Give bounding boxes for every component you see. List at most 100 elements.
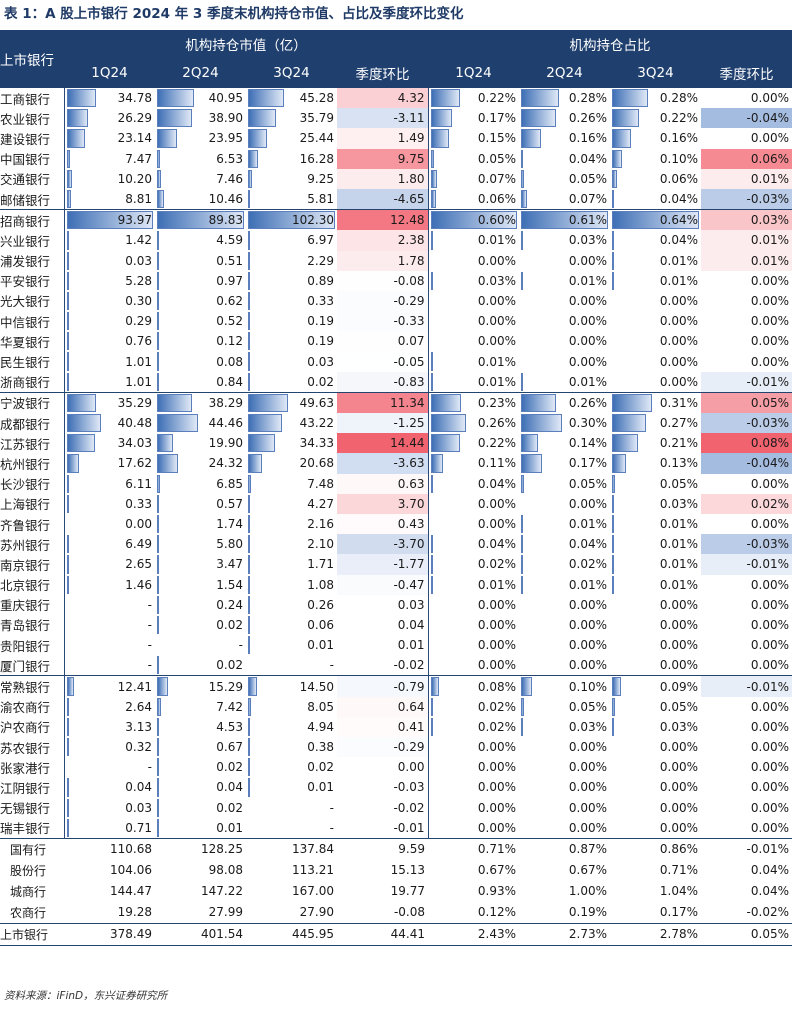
data-bar [66,169,73,188]
table-row: 工商银行 34.78 40.95 45.28 4.32 0.22% 0.28% 0.28% 0.… [0,88,792,109]
value-cell: 0.01 [155,818,246,839]
cell-value: 1.74 [216,517,243,532]
change-cell: -0.03% [701,188,792,210]
value-cell: - [63,635,155,656]
value-cell: 0.00% [427,493,519,514]
data-bar [612,231,614,250]
cell-value: 0.19 [307,334,334,349]
change-cell: 12.48 [337,209,428,231]
change-cell: 0.00% [701,473,792,494]
change-cell: 1.49 [337,128,428,149]
value-cell: 0.33 [63,493,155,514]
value-cell: 0.06 [246,615,337,635]
cell-value: - [329,658,334,673]
data-bar [157,89,195,108]
cell-value: 0.00% [659,760,698,775]
value-cell: 0.00% [610,595,701,615]
cell-value: 2.65 [125,557,152,572]
bank-name: 沪农商行 [0,720,51,736]
value-cell: 0.24 [155,595,246,615]
value-cell: 0.01% [610,575,701,595]
cell-value: 0.00% [477,517,516,532]
cell-value: -0.79 [393,679,425,694]
summary-value: 0.87% [519,837,610,860]
cell-value: 0.10% [568,679,607,694]
value-cell: 0.01% [610,514,701,534]
bank-name: 工商银行 [0,91,51,107]
value-cell: 0.00% [427,757,519,778]
value-cell: 45.28 [246,88,337,108]
value-cell: 0.02% [519,554,610,574]
cell-value: 0.16% [568,131,607,146]
cell-value: 0.01% [568,273,607,288]
cell-value: -0.33 [393,314,425,329]
cell-value: 0.00 [397,760,425,775]
cell-value: 0.00% [568,314,607,329]
cell-value: 0.00% [477,760,516,775]
summary-value: 0.71% [428,837,519,860]
value-cell: 6.11 [63,473,155,494]
value-cell: 0.01% [519,514,610,534]
data-bar [157,332,159,351]
data-bar [248,271,250,290]
value-cell: 4.94 [246,717,337,737]
summary-value: 2.78% [610,922,701,946]
value-cell: 0.01% [610,554,701,574]
data-bar [157,434,174,453]
data-bar [430,393,462,412]
data-bar [248,677,257,696]
value-cell: 16.28 [246,149,337,169]
table-row: 无锡银行 0.03 0.02 - -0.02 0.00% 0.00% 0.00% 0.00% [0,797,792,818]
cell-value: 0.21% [659,436,698,451]
value-cell: 0.04% [610,189,701,210]
value-cell: 0.05% [519,697,610,717]
cell-value: - [147,760,152,775]
value-cell: 1.01 [63,351,155,372]
cell-value: 0.51 [216,253,243,268]
cell-value: 7.42 [216,699,243,714]
cell-value: 0.00% [659,314,698,329]
cell-value: 8.81 [125,192,152,207]
change-cell: -3.11 [337,108,428,129]
summary-row: 城商行 144.47 147.22 167.00 19.77 0.93% 1.00% 1.04… [0,881,792,902]
cell-value: 0.32 [125,740,152,755]
value-cell: 34.03 [63,433,155,454]
value-cell: 0.04% [519,534,610,554]
change-cell: -0.04% [701,108,792,129]
data-bar [157,717,159,736]
value-cell: 0.01% [610,271,701,291]
cell-value: -0.04% [746,111,789,126]
cell-value: 0.30% [568,416,607,431]
cell-value: 1.78 [397,253,425,268]
cell-value: 0.00% [750,293,789,308]
cell-value: 0.87% [568,842,607,857]
cell-value: -0.03% [746,537,789,552]
value-cell: 0.00% [519,615,610,635]
cell-value: 0.04% [568,537,607,552]
value-cell: 35.29 [63,391,155,413]
data-bar [157,312,159,331]
value-cell: 0.00% [610,311,701,331]
value-cell: 0.00% [427,594,519,615]
cell-value: 1.46 [125,577,152,592]
value-cell: 0.03% [519,230,610,250]
summary-value: 0.67% [428,860,519,881]
cell-value: 0.17% [477,111,516,126]
change-cell: -0.04% [701,453,792,474]
value-cell: 0.00% [519,777,610,797]
cell-value: 0.04 [216,780,243,795]
value-cell: 0.05% [427,148,519,169]
cell-value: 8.05 [307,699,334,714]
value-cell: 49.63 [246,391,337,413]
change-cell: -0.33 [337,311,428,332]
cell-value: 4.53 [216,719,243,734]
change-cell: 0.00% [701,351,792,372]
value-cell: 26.29 [63,108,155,129]
summary-value: 147.22 [155,881,246,902]
summary-value: 1.04% [610,881,701,902]
data-bar [521,231,523,250]
cell-value: 0.05% [568,476,607,491]
cell-value: 0.67% [477,863,516,878]
data-bar [157,555,159,574]
cell-value: -0.03 [393,780,425,795]
